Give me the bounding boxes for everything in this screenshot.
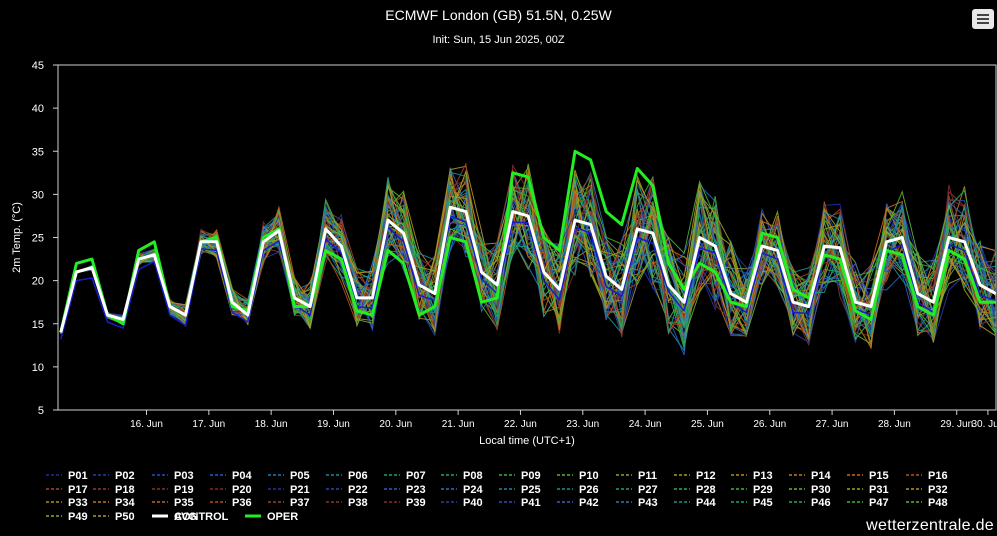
legend-label: P29 — [753, 484, 773, 496]
legend-label: P37 — [290, 497, 310, 509]
x-tick-label: 30. Jun — [971, 419, 997, 430]
legend-label: P50 — [115, 511, 135, 523]
legend-label: P34 — [115, 497, 135, 509]
legend-label: P26 — [579, 484, 599, 496]
member-line-P48 — [60, 163, 996, 340]
x-tick-label: 28. Jun — [878, 419, 911, 430]
chart-subtitle: Init: Sun, 15 Jun 2025, 00Z — [432, 34, 565, 46]
legend-label: P38 — [348, 497, 368, 509]
legend-label: P40 — [463, 497, 483, 509]
watermark: wetterzentrale.de — [866, 517, 994, 534]
legend-label: P31 — [869, 484, 889, 496]
x-tick-label: 23. Jun — [566, 419, 599, 430]
member-line-P50 — [60, 178, 997, 343]
y-tick-label: 15 — [32, 319, 44, 331]
legend-label: P19 — [174, 484, 194, 496]
ensemble-members — [60, 162, 997, 356]
legend-label: P25 — [521, 484, 541, 496]
legend-label: P14 — [811, 470, 831, 482]
oper-line — [59, 149, 996, 333]
y-tick-label: 30 — [32, 189, 44, 201]
legend-label: P16 — [928, 470, 948, 482]
legend-label: P03 — [174, 470, 194, 482]
legend-label: P07 — [406, 470, 426, 482]
legend-label: P04 — [232, 470, 252, 482]
hamburger-menu-icon[interactable] — [972, 9, 994, 29]
legend-label: P06 — [348, 470, 368, 482]
legend-label: AVG — [174, 511, 197, 523]
x-tick-label: 29. Jun — [940, 419, 973, 430]
legend-label: P02 — [115, 470, 135, 482]
chart-legend: P01 P02 P03 P04 P05 P06 P07 P08 P09 P10 P11 P12 P13 P… — [46, 470, 948, 523]
legend-label: P47 — [869, 497, 889, 509]
avg-line — [59, 205, 997, 333]
legend-label: P46 — [811, 497, 831, 509]
y-tick-label: 10 — [32, 362, 44, 374]
x-tick-label: 18. Jun — [255, 419, 288, 430]
legend-label: P18 — [115, 484, 135, 496]
legend-label: P08 — [463, 470, 483, 482]
legend-label: P39 — [406, 497, 426, 509]
legend-label: P32 — [928, 484, 948, 496]
legend-label: P36 — [232, 497, 252, 509]
legend-label: P30 — [811, 484, 831, 496]
chart-axes: 5 10 15 20 25 30 35 40 45 16. Jun 17. Jun 18. Jun 19… — [11, 60, 997, 447]
y-tick-label: 40 — [32, 103, 44, 115]
x-tick-label: 24. Jun — [629, 419, 662, 430]
legend-label: P43 — [638, 497, 658, 509]
legend-label: P42 — [579, 497, 599, 509]
legend-label: P45 — [753, 497, 773, 509]
x-tick-label: 27. Jun — [816, 419, 849, 430]
y-tick-label: 45 — [32, 60, 44, 72]
x-tick-label: 21. Jun — [442, 419, 475, 430]
x-tick-label: 19. Jun — [317, 419, 350, 430]
legend-label: P49 — [68, 511, 88, 523]
legend-label: P23 — [406, 484, 426, 496]
x-tick-label: 26. Jun — [753, 419, 786, 430]
legend-label: P33 — [68, 497, 88, 509]
legend-label: P11 — [638, 470, 657, 482]
legend-label: P35 — [174, 497, 194, 509]
y-tick-label: 25 — [32, 233, 44, 245]
member-line-P35 — [60, 184, 997, 343]
y-tick-label: 35 — [32, 146, 44, 158]
legend-label: P12 — [696, 470, 716, 482]
legend-label: P10 — [579, 470, 599, 482]
main-series — [59, 149, 997, 340]
legend-label: P24 — [463, 484, 483, 496]
legend-label: P09 — [521, 470, 541, 482]
y-tick-label: 5 — [38, 405, 44, 417]
legend-label: P48 — [928, 497, 948, 509]
legend-label: OPER — [267, 511, 298, 523]
legend-label: P20 — [232, 484, 252, 496]
legend-label: P28 — [696, 484, 716, 496]
legend-label: P13 — [753, 470, 773, 482]
legend-label: P01 — [68, 470, 88, 482]
legend-label: P17 — [68, 484, 88, 496]
y-tick-label: 20 — [32, 276, 44, 288]
legend-label: P27 — [638, 484, 658, 496]
legend-label: P15 — [869, 470, 889, 482]
chart-title: ECMWF London (GB) 51.5N, 0.25W — [385, 7, 612, 23]
x-axis-label: Local time (UTC+1) — [479, 435, 575, 447]
x-tick-label: 25. Jun — [691, 419, 724, 430]
legend-label: P41 — [521, 497, 541, 509]
legend-label: P44 — [696, 497, 716, 509]
x-tick-label: 22. Jun — [504, 419, 537, 430]
x-tick-label: 17. Jun — [192, 419, 225, 430]
legend-label: CONTROL — [174, 511, 229, 523]
legend-label: P21 — [290, 484, 310, 496]
legend-label: P05 — [290, 470, 310, 482]
legend-label: P22 — [348, 484, 368, 496]
x-tick-label: 16. Jun — [130, 419, 163, 430]
y-axis-label: 2m Temp. (°C) — [11, 202, 23, 273]
x-tick-label: 20. Jun — [379, 419, 412, 430]
